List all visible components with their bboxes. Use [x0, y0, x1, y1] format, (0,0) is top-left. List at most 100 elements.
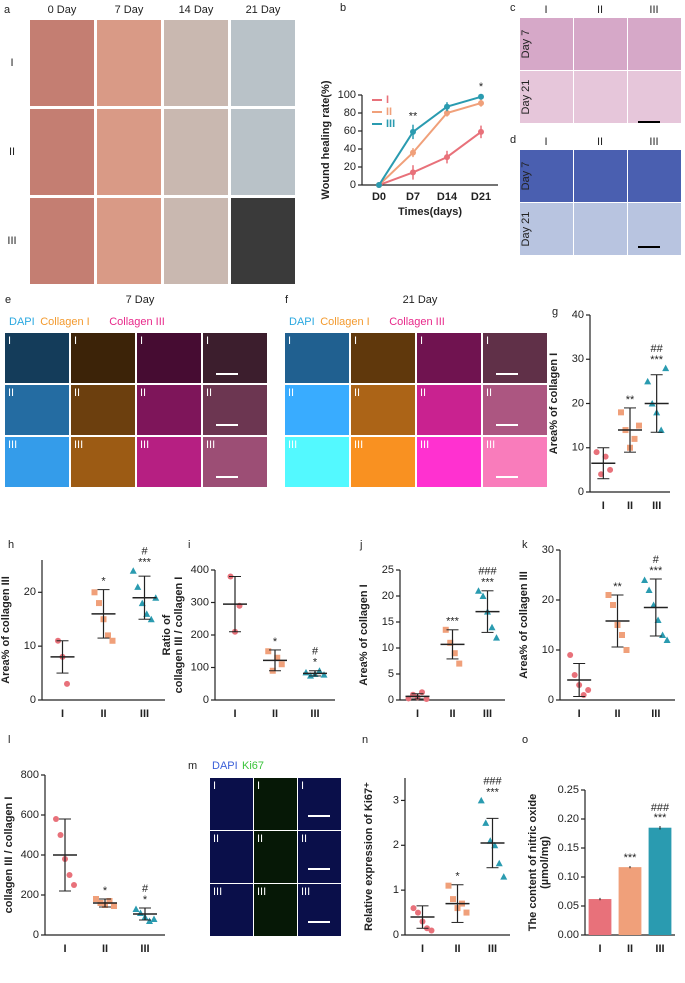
significance: *** [654, 812, 668, 824]
image-tile [254, 831, 297, 883]
significance: # [142, 883, 149, 895]
image-tile [298, 778, 341, 830]
data-point [134, 583, 142, 590]
legend-label: Collagen III [389, 316, 445, 328]
image-tile [5, 333, 69, 383]
significance: ### [483, 775, 502, 787]
data-point [265, 648, 272, 655]
significance: ** [626, 394, 635, 406]
x-tick-label: II [100, 708, 106, 720]
x-tick-label: III [488, 943, 497, 955]
column-label: I [544, 4, 547, 16]
tile-label: II [354, 387, 360, 399]
y-tick-label: 600 [21, 809, 39, 821]
image-tile [417, 385, 481, 435]
data-point [482, 819, 490, 826]
significance: * [273, 636, 278, 648]
tile-label: III [206, 439, 215, 451]
panel-letter: e [5, 294, 11, 306]
data-point [105, 632, 111, 639]
image-tile [285, 333, 349, 383]
column-label: II [597, 136, 603, 148]
image-tile [30, 109, 94, 195]
panel-letter: n [362, 734, 368, 746]
y-tick-label: 100 [338, 89, 356, 101]
data-point [645, 586, 653, 593]
x-tick-label: III [310, 708, 319, 720]
image-tile [574, 150, 627, 202]
y-tick-label: 30 [572, 353, 584, 365]
image-tile [231, 20, 295, 106]
image-tile [203, 437, 267, 487]
x-tick-label: D14 [437, 191, 458, 203]
data-point [605, 592, 612, 598]
data-point [445, 882, 452, 889]
y-tick-label: 20 [24, 586, 36, 598]
series-line [378, 102, 482, 186]
image-tile [231, 109, 295, 195]
image-tile [483, 437, 547, 487]
data-point [636, 422, 642, 429]
panel-title: 21 Day [403, 294, 438, 306]
tile-label: II [288, 387, 294, 399]
significance: * [143, 894, 148, 906]
x-tick-label: II [627, 500, 633, 512]
data-point [415, 909, 421, 916]
column-label: 7 Day [115, 4, 144, 16]
x-tick-label: I [63, 943, 66, 955]
image-tile [574, 18, 627, 70]
tile-label: II [486, 387, 492, 399]
data-point [146, 917, 153, 924]
data-point [607, 466, 614, 473]
data-point [663, 636, 671, 643]
tile-label: II [420, 387, 426, 399]
y-tick-label: 200 [191, 629, 209, 641]
y-axis-label: collagen III / collagen I [173, 577, 185, 694]
data-point [410, 905, 417, 912]
panel-letter: i [188, 539, 190, 551]
data-point [66, 872, 73, 878]
tile-label: I [486, 335, 489, 347]
tile-label: I [8, 335, 11, 347]
legend-label: I [386, 94, 389, 106]
significance: # [312, 646, 319, 658]
image-tile [210, 831, 253, 883]
column-label: 14 Day [179, 4, 214, 16]
image-tile [97, 109, 161, 195]
panel-title: 7 Day [126, 294, 155, 306]
data-point [478, 128, 484, 135]
image-tile [574, 71, 627, 123]
image-tile [254, 884, 297, 936]
row-label: Day 21 [520, 80, 532, 115]
y-tick-label: 0.25 [558, 784, 579, 796]
column-label: 0 Day [48, 4, 77, 16]
data-point [623, 647, 630, 653]
tile-label: III [8, 439, 17, 451]
image-tile [164, 198, 228, 284]
data-point [475, 587, 482, 594]
y-axis-label: Area% of collagen III [0, 576, 12, 684]
data-point [96, 600, 102, 607]
image-tile [210, 778, 253, 830]
data-point [619, 632, 625, 638]
data-point [602, 453, 609, 460]
significance: *** [650, 354, 664, 366]
data-point [109, 637, 116, 644]
y-axis-label: collagen III / collagen I [3, 797, 15, 914]
image-tile [137, 385, 201, 435]
tile-label: I [206, 335, 209, 347]
data-point [278, 661, 285, 668]
data-point [129, 567, 137, 574]
y-tick-label: 0.20 [558, 813, 579, 825]
image-tile [351, 437, 415, 487]
tile-label: III [288, 439, 297, 451]
x-tick-label: II [627, 943, 633, 955]
x-tick-label: I [602, 500, 605, 512]
image-tile [97, 20, 161, 106]
y-axis-label: (µmol/mg) [539, 836, 551, 889]
x-tick-label: D0 [372, 191, 386, 203]
x-tick-label: I [416, 708, 419, 720]
data-point [376, 182, 382, 188]
data-point [410, 128, 416, 135]
